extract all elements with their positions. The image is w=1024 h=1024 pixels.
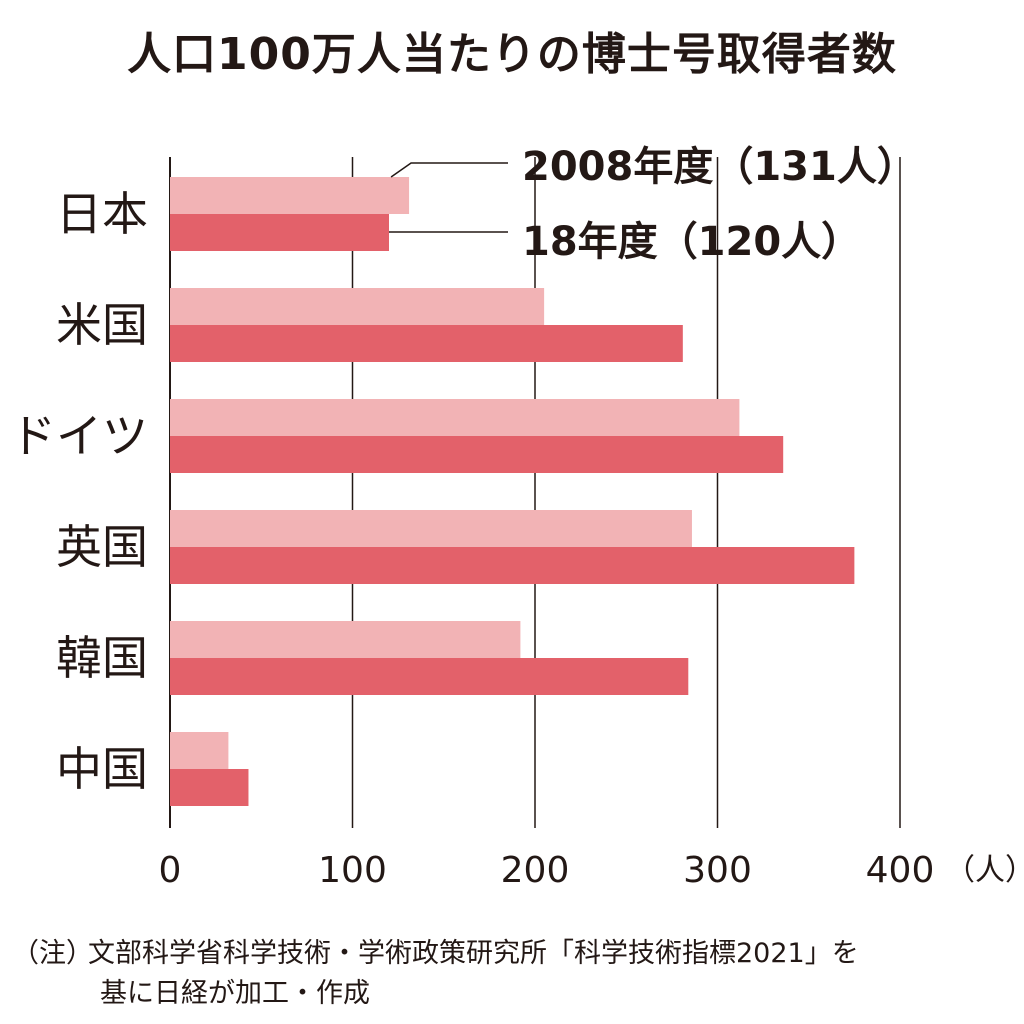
- category-label: 日本: [56, 187, 148, 241]
- x-unit-label: （人）: [945, 853, 1024, 888]
- category-label: 韓国: [56, 631, 148, 685]
- bar-2018: [170, 769, 249, 806]
- x-tick-label: 100: [318, 850, 387, 891]
- bar-2008: [170, 288, 545, 325]
- category-label: 英国: [56, 520, 148, 574]
- legend-2018: 18年度（120人）: [522, 219, 861, 265]
- bar-2008: [170, 177, 410, 214]
- note-line-1: 文部科学省科学技術・学術政策研究所「科学技術指標2021」を: [88, 938, 859, 969]
- bar-2008: [170, 399, 740, 436]
- legend-leader-2008: [390, 162, 508, 178]
- bar-2018: [170, 658, 689, 695]
- chart-title: 人口100万人当たりの博士号取得者数: [127, 29, 897, 80]
- bar-2018: [170, 214, 389, 251]
- source-note: （注）文部科学省科学技術・学術政策研究所「科学技術指標2021」を 基に日経が加…: [12, 934, 859, 1014]
- x-tick-label: 300: [683, 850, 752, 891]
- x-tick-label: 0: [159, 850, 182, 891]
- bar-2018: [170, 325, 683, 362]
- note-label: （注）: [12, 938, 93, 969]
- category-label: ドイツ: [10, 409, 148, 463]
- category-label: 中国: [56, 742, 148, 796]
- x-tick-label: 400: [866, 850, 935, 891]
- bar-2008: [170, 732, 229, 769]
- bar-2008: [170, 621, 521, 658]
- category-label: 米国: [56, 298, 148, 352]
- bar-2018: [170, 436, 784, 473]
- legend-2008: 2008年度（131人）: [522, 144, 917, 190]
- x-tick-label: 200: [501, 850, 570, 891]
- note-line-2: 基に日経が加工・作成: [100, 978, 370, 1009]
- bar-2008: [170, 510, 692, 547]
- bar-2018: [170, 547, 855, 584]
